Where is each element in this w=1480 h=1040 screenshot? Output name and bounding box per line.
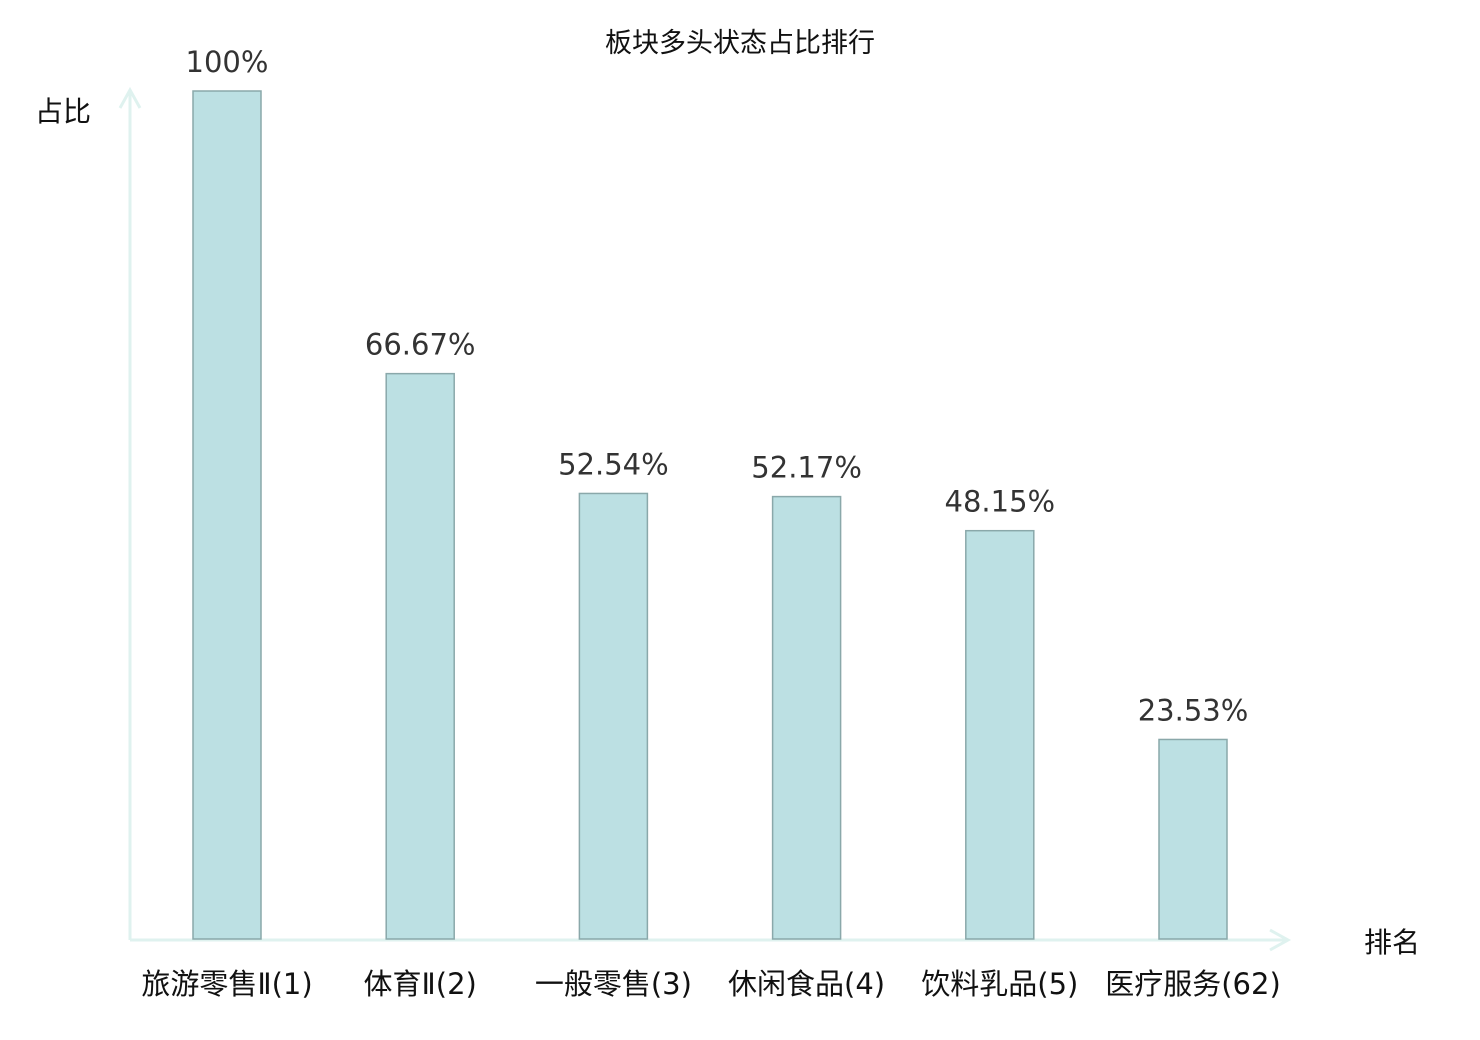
category-label-5: 饮料乳品(5) [921,967,1078,1001]
y-axis-label: 占比 [35,95,91,128]
bar-1 [192,90,262,940]
category-label-1: 旅游零售Ⅱ(1) [141,967,312,1001]
category-label-6: 医疗服务(62) [1105,967,1281,1001]
bar-2 [385,372,455,940]
data-label-1: 100% [186,45,269,79]
bar-3 [578,492,649,940]
data-label-6: 23.53% [1138,693,1249,727]
category-label-2: 体育Ⅱ(2) [364,967,477,1001]
data-label-2: 66.67% [365,328,476,362]
category-label-3: 一般零售(3) [535,967,692,1001]
data-label-4: 52.17% [751,451,862,485]
bar-6 [1158,738,1228,940]
axes [118,86,1292,952]
category-label-4: 休闲食品(4) [728,967,885,1001]
y-axis-arrow-icon [118,86,142,109]
data-label-3: 52.54% [558,447,669,481]
data-label-5: 48.15% [945,485,1056,519]
x-axis-arrow-icon [1269,928,1292,952]
x-axis-label: 排名 [1364,926,1420,959]
chart-title: 板块多头状态占比排行 [605,28,875,59]
bar-4 [771,495,842,940]
bar-5 [965,529,1035,940]
